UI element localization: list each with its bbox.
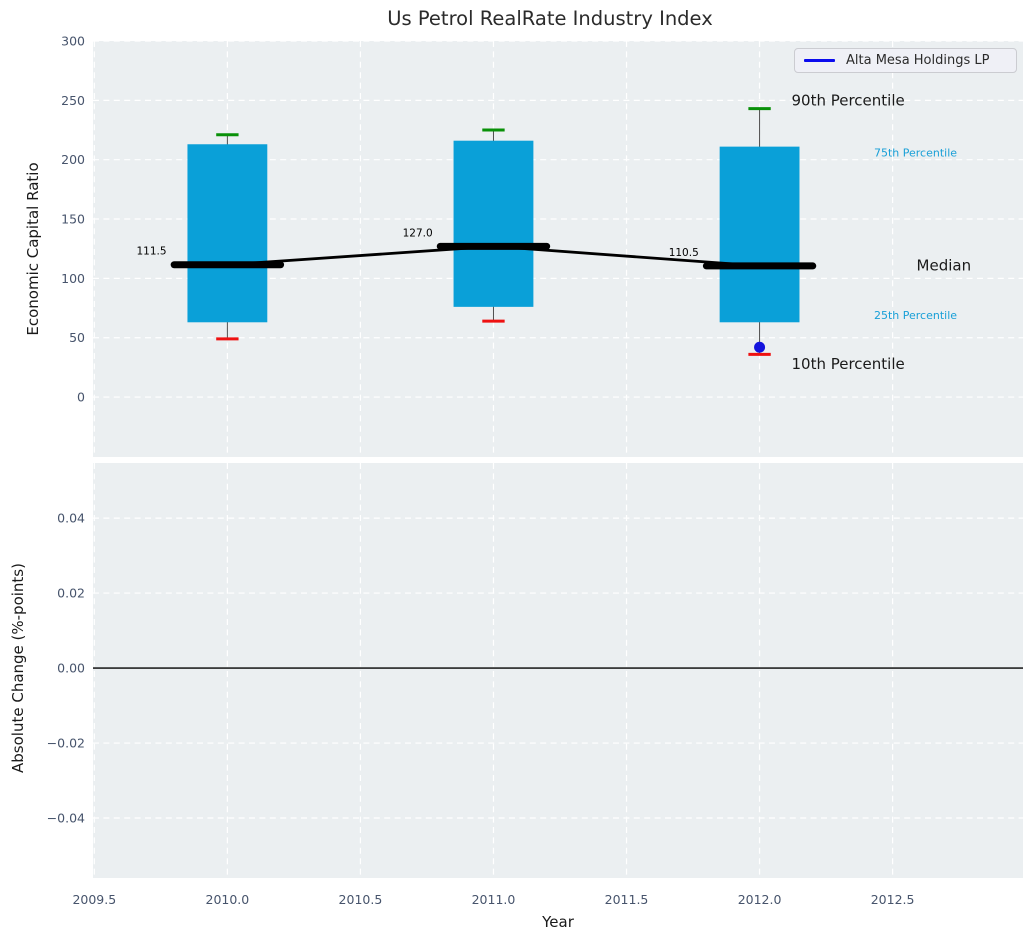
y-tick-label: 100	[61, 271, 85, 286]
y-axis-label-bottom: Absolute Change (%-points)	[9, 563, 27, 773]
median-value-label: 110.5	[669, 247, 699, 259]
y-tick-label: 250	[61, 93, 85, 108]
box-2012	[719, 146, 800, 323]
box-2011	[453, 140, 534, 307]
y-tick-label: −0.04	[47, 811, 85, 826]
y-tick-label: −0.02	[47, 736, 85, 751]
box-2010	[187, 144, 268, 323]
annotation-75th-percentile: 75th Percentile	[874, 147, 957, 160]
y-tick-label: 200	[61, 152, 85, 167]
y-tick-label: 0.04	[57, 511, 85, 526]
plot-background	[93, 463, 1023, 878]
y-axis-label-top: Economic Capital Ratio	[24, 162, 42, 336]
median-value-label: 127.0	[403, 227, 433, 239]
x-tick-label: 2012.0	[738, 892, 782, 907]
company-point	[754, 341, 766, 353]
legend: Alta Mesa Holdings LP	[794, 48, 1017, 73]
y-tick-label: 50	[69, 330, 85, 345]
annotation-90th-percentile: 90th Percentile	[791, 92, 904, 110]
annotation-median: Median	[917, 257, 972, 275]
y-tick-label: 0	[77, 390, 85, 405]
y-tick-label: 300	[61, 34, 85, 49]
x-tick-label: 2010.0	[206, 892, 250, 907]
x-axis-label: Year	[542, 913, 574, 931]
x-tick-label: 2012.5	[871, 892, 915, 907]
median-value-label: 111.5	[137, 246, 167, 258]
legend-line-swatch	[804, 59, 835, 62]
x-tick-label: 2011.0	[472, 892, 516, 907]
x-tick-label: 2009.5	[72, 892, 116, 907]
legend-label: Alta Mesa Holdings LP	[846, 53, 990, 68]
y-tick-label: 0.02	[57, 586, 85, 601]
y-tick-label: 0.00	[57, 661, 85, 676]
chart-title: Us Petrol RealRate Industry Index	[387, 7, 713, 30]
y-tick-label: 150	[61, 212, 85, 227]
x-tick-label: 2010.5	[339, 892, 383, 907]
annotation-10th-percentile: 10th Percentile	[791, 355, 904, 373]
annotation-25th-percentile: 25th Percentile	[874, 309, 957, 322]
x-tick-label: 2011.5	[605, 892, 649, 907]
